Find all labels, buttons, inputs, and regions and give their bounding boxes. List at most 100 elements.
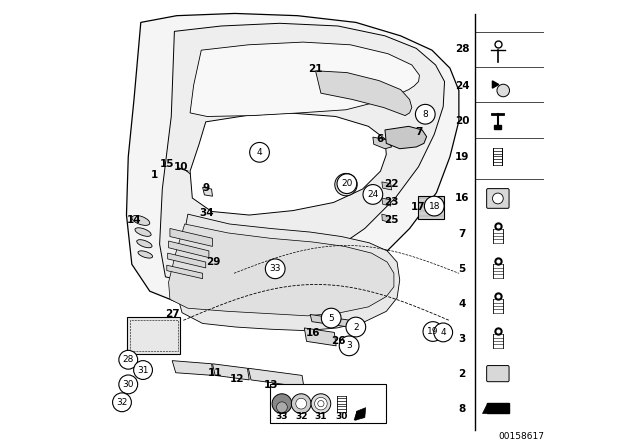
Bar [270, 384, 387, 423]
Polygon shape [176, 214, 400, 331]
Polygon shape [310, 314, 355, 328]
Text: 16: 16 [455, 193, 469, 203]
Text: 8: 8 [458, 404, 466, 414]
Text: 3: 3 [458, 334, 466, 344]
Text: 12: 12 [230, 374, 244, 383]
Polygon shape [168, 241, 209, 258]
Text: 9: 9 [202, 183, 209, 193]
Ellipse shape [132, 215, 150, 225]
Text: 20: 20 [455, 116, 469, 126]
Text: 26: 26 [331, 336, 345, 346]
Circle shape [493, 193, 503, 204]
Bar [494, 125, 502, 129]
Text: 19: 19 [455, 152, 469, 162]
Text: 29: 29 [206, 257, 221, 267]
Text: 5: 5 [328, 314, 334, 323]
Circle shape [415, 104, 435, 124]
Text: 31: 31 [315, 412, 327, 421]
Polygon shape [373, 137, 392, 149]
Text: 3: 3 [346, 341, 352, 350]
Circle shape [266, 259, 285, 279]
Text: 31: 31 [138, 366, 148, 375]
Polygon shape [248, 368, 304, 387]
Bar [418, 196, 444, 219]
Text: 33: 33 [276, 412, 288, 421]
Polygon shape [168, 253, 205, 268]
Ellipse shape [135, 228, 151, 237]
Text: 30: 30 [335, 412, 348, 421]
Polygon shape [168, 224, 394, 316]
Circle shape [113, 393, 131, 412]
Text: 19: 19 [427, 327, 438, 336]
Circle shape [337, 174, 356, 194]
Text: 24: 24 [454, 81, 469, 91]
Polygon shape [167, 265, 203, 279]
Text: 24: 24 [367, 190, 378, 199]
Text: 4: 4 [458, 299, 466, 309]
Polygon shape [385, 126, 427, 149]
Polygon shape [172, 361, 213, 375]
Text: 28: 28 [123, 355, 134, 364]
Polygon shape [382, 182, 392, 190]
Text: 7: 7 [415, 127, 422, 137]
Ellipse shape [137, 240, 152, 248]
Text: 25: 25 [385, 215, 399, 225]
Polygon shape [159, 23, 445, 283]
Text: 13: 13 [264, 380, 278, 390]
Polygon shape [190, 113, 387, 215]
Polygon shape [353, 411, 356, 420]
Text: 7: 7 [458, 229, 466, 239]
Text: 34: 34 [200, 208, 214, 218]
Polygon shape [482, 403, 486, 413]
FancyBboxPatch shape [486, 366, 509, 382]
Circle shape [296, 398, 307, 409]
Circle shape [276, 402, 287, 413]
Circle shape [321, 308, 341, 328]
Text: 00158617: 00158617 [499, 432, 545, 441]
Circle shape [339, 336, 359, 356]
Circle shape [335, 173, 357, 196]
Text: 4: 4 [440, 328, 446, 337]
Text: 32: 32 [116, 398, 127, 407]
Text: 10: 10 [174, 162, 188, 172]
Text: 23: 23 [385, 197, 399, 207]
Polygon shape [203, 187, 212, 196]
Polygon shape [355, 408, 365, 420]
Polygon shape [190, 42, 419, 116]
Ellipse shape [138, 251, 152, 258]
Text: 14: 14 [127, 215, 141, 224]
Bar [486, 403, 509, 413]
Circle shape [315, 397, 327, 410]
Polygon shape [382, 198, 391, 206]
Circle shape [434, 323, 452, 342]
Polygon shape [305, 328, 336, 346]
Circle shape [119, 375, 138, 394]
Text: 15: 15 [159, 159, 174, 168]
Text: 17: 17 [412, 202, 426, 212]
Bar [127, 317, 180, 354]
Polygon shape [382, 214, 390, 222]
Text: 21: 21 [308, 65, 323, 74]
Circle shape [272, 394, 292, 414]
Text: 2: 2 [458, 369, 466, 379]
Circle shape [497, 84, 509, 97]
Polygon shape [170, 228, 212, 246]
Circle shape [134, 361, 152, 379]
Text: 16: 16 [306, 328, 321, 338]
Polygon shape [127, 13, 459, 310]
Polygon shape [212, 364, 249, 380]
Circle shape [250, 142, 269, 162]
Text: 18: 18 [429, 202, 440, 211]
Text: 11: 11 [207, 368, 222, 378]
Text: 27: 27 [165, 310, 179, 319]
Text: 32: 32 [295, 412, 307, 421]
Text: 5: 5 [458, 264, 466, 274]
Text: 33: 33 [269, 264, 281, 273]
Circle shape [311, 394, 331, 414]
Polygon shape [316, 71, 412, 116]
Text: 22: 22 [385, 179, 399, 189]
Circle shape [346, 317, 365, 337]
Circle shape [119, 350, 138, 369]
Text: 28: 28 [455, 44, 469, 54]
Circle shape [424, 196, 444, 216]
